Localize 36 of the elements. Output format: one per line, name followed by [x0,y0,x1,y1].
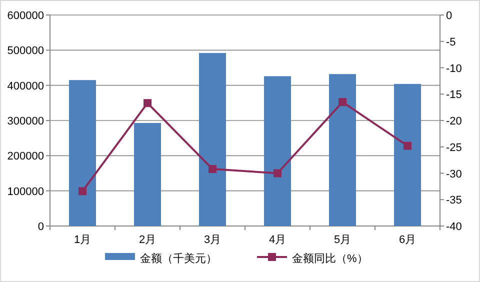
legend-label: 金额（千美元） [140,252,217,265]
point [274,169,282,178]
y-tick-label: 300000 [7,116,44,128]
point [338,98,346,106]
y-tick-label: 0 [38,221,44,233]
y2-tick-label: -15 [446,89,462,102]
y2-tick-label: -10 [446,62,462,75]
y2-tick-label: 0 [446,10,452,22]
y2-tick-label: -40 [446,221,462,233]
legend-label: 金额同比（%） [292,252,368,265]
point [404,142,412,150]
x-tick-label: 3月 [204,234,222,246]
y2-tick-label: -35 [446,194,462,207]
point [144,99,152,108]
point [208,165,216,174]
y-tick-label: 400000 [7,80,44,92]
point [78,187,86,196]
y-tick-label: 200000 [7,150,44,163]
bar [329,74,356,226]
bar [69,80,96,226]
x-tick-label: 6月 [398,234,416,246]
x-tick-label: 1月 [74,234,92,246]
y2-tick-label: -25 [446,142,462,154]
bar [394,84,421,226]
y2-tick-label: -20 [446,116,462,128]
x-tick-label: 4月 [268,234,286,246]
bar [264,76,291,226]
x-tick-label: 2月 [138,234,156,246]
y-tick-label: 100000 [7,186,44,198]
y-tick-label: 500000 [7,45,44,58]
y2-tick-label: -5 [446,36,456,48]
bar [199,52,226,226]
x-tick-label: 5月 [334,234,352,246]
bar [134,122,161,226]
y-tick-label: 600000 [7,10,44,22]
y2-tick-label: -30 [446,168,462,180]
